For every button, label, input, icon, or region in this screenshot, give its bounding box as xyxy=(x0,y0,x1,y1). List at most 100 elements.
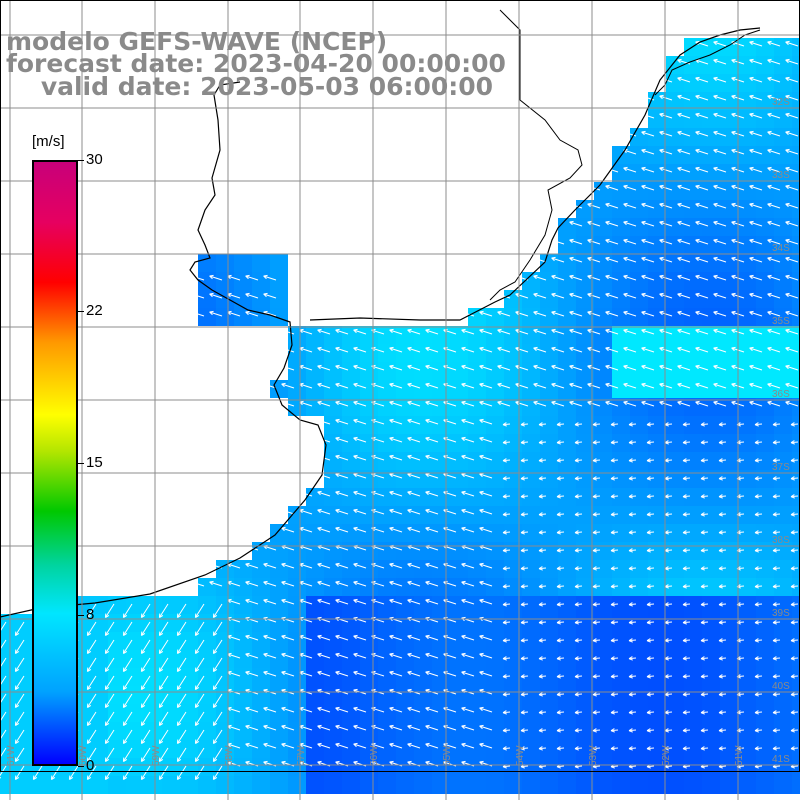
wind-arrow xyxy=(659,400,673,407)
wind-arrow xyxy=(556,566,565,571)
wind-arrow xyxy=(664,476,673,481)
wind-arrow xyxy=(389,454,403,461)
wind-arrow xyxy=(785,310,799,317)
wind-arrow xyxy=(389,490,403,497)
wind-arrow xyxy=(389,634,403,641)
wind-arrow xyxy=(425,706,439,713)
wind-arrow xyxy=(574,512,583,517)
wind-arrow xyxy=(389,508,403,515)
wind-arrow xyxy=(610,656,619,661)
wind-arrow xyxy=(646,620,655,625)
wind-arrow xyxy=(281,382,295,389)
wind-arrow xyxy=(682,530,691,535)
wind-arrow xyxy=(754,746,763,751)
wind-arrow xyxy=(209,580,223,587)
wind-arrow xyxy=(677,328,691,335)
wind-arrow xyxy=(556,692,565,697)
wind-arrow xyxy=(623,220,637,227)
wind-arrow xyxy=(212,657,223,672)
wind-arrow xyxy=(556,548,565,553)
wind-arrow xyxy=(556,512,565,517)
wind-arrow xyxy=(610,710,619,715)
latitude-label: 41S xyxy=(772,754,790,765)
wind-arrow xyxy=(605,328,619,335)
wind-arrow xyxy=(425,400,439,407)
wind-arrow xyxy=(194,639,205,654)
wind-arrow xyxy=(790,440,799,445)
wind-arrow xyxy=(353,400,367,407)
wind-arrow xyxy=(194,693,205,708)
wind-arrow xyxy=(389,724,403,731)
wind-arrow xyxy=(700,458,709,463)
wind-arrow xyxy=(176,621,187,636)
wind-arrow xyxy=(461,706,475,713)
wind-arrow xyxy=(754,494,763,499)
colorbar-label-30: 30 xyxy=(86,151,103,168)
wind-arrow xyxy=(389,400,403,407)
wind-arrow xyxy=(610,674,619,679)
wind-arrow xyxy=(677,76,691,83)
wind-arrow xyxy=(479,526,493,533)
wind-arrow xyxy=(461,310,475,317)
wind-arrow xyxy=(353,742,367,749)
wind-arrow xyxy=(664,494,673,499)
wind-arrow xyxy=(641,346,655,353)
wind-arrow xyxy=(407,634,421,641)
wind-arrow xyxy=(425,328,439,335)
wind-arrow xyxy=(785,400,799,407)
wind-arrow xyxy=(592,548,601,553)
wind-arrow xyxy=(353,490,367,497)
wind-arrow xyxy=(14,765,25,780)
wind-arrow xyxy=(533,310,547,317)
wind-arrow xyxy=(389,742,403,749)
wind-arrow xyxy=(718,710,727,715)
wind-arrow xyxy=(718,638,727,643)
wind-arrow xyxy=(664,458,673,463)
wind-arrow xyxy=(281,724,295,731)
wind-arrow xyxy=(587,346,601,353)
wind-arrow xyxy=(713,148,727,155)
wind-arrow xyxy=(623,184,637,191)
wind-arrow xyxy=(754,566,763,571)
wind-arrow xyxy=(520,584,529,589)
wind-arrow xyxy=(122,639,133,654)
wind-arrow xyxy=(682,476,691,481)
wind-arrow xyxy=(677,130,691,137)
wind-arrow xyxy=(263,580,277,587)
wind-arrow xyxy=(749,184,763,191)
wind-arrow xyxy=(194,657,205,672)
wind-arrow xyxy=(158,747,169,762)
wind-arrow xyxy=(695,346,709,353)
valid-date: valid date: 2023-05-03 06:00:00 xyxy=(6,72,494,101)
wind-arrow xyxy=(194,603,205,618)
longitude-label: 53W xyxy=(588,745,599,766)
wind-arrow xyxy=(677,94,691,101)
wind-arrow xyxy=(263,706,277,713)
wind-arrow xyxy=(767,346,781,353)
wind-arrow xyxy=(14,711,25,726)
wind-arrow xyxy=(574,440,583,445)
wind-arrow xyxy=(497,364,511,371)
wind-arrow xyxy=(353,418,367,425)
wind-arrow xyxy=(502,710,511,715)
wind-arrow xyxy=(194,675,205,690)
wind-arrow xyxy=(754,440,763,445)
wind-arrow xyxy=(556,728,565,733)
wind-arrow xyxy=(700,584,709,589)
wind-arrow xyxy=(713,220,727,227)
wind-arrow xyxy=(767,166,781,173)
wind-arrow xyxy=(32,765,43,780)
wind-arrow xyxy=(281,562,295,569)
wind-arrow xyxy=(461,634,475,641)
wind-arrow xyxy=(538,728,547,733)
colorbar-unit: [m/s] xyxy=(32,133,65,150)
wind-arrow xyxy=(749,130,763,137)
wind-arrow xyxy=(695,94,709,101)
wind-arrow xyxy=(754,638,763,643)
wind-arrow xyxy=(749,202,763,209)
wind-arrow xyxy=(767,94,781,101)
wind-arrow xyxy=(767,184,781,191)
wind-arrow xyxy=(713,400,727,407)
wind-arrow xyxy=(623,238,637,245)
wind-arrow xyxy=(749,220,763,227)
